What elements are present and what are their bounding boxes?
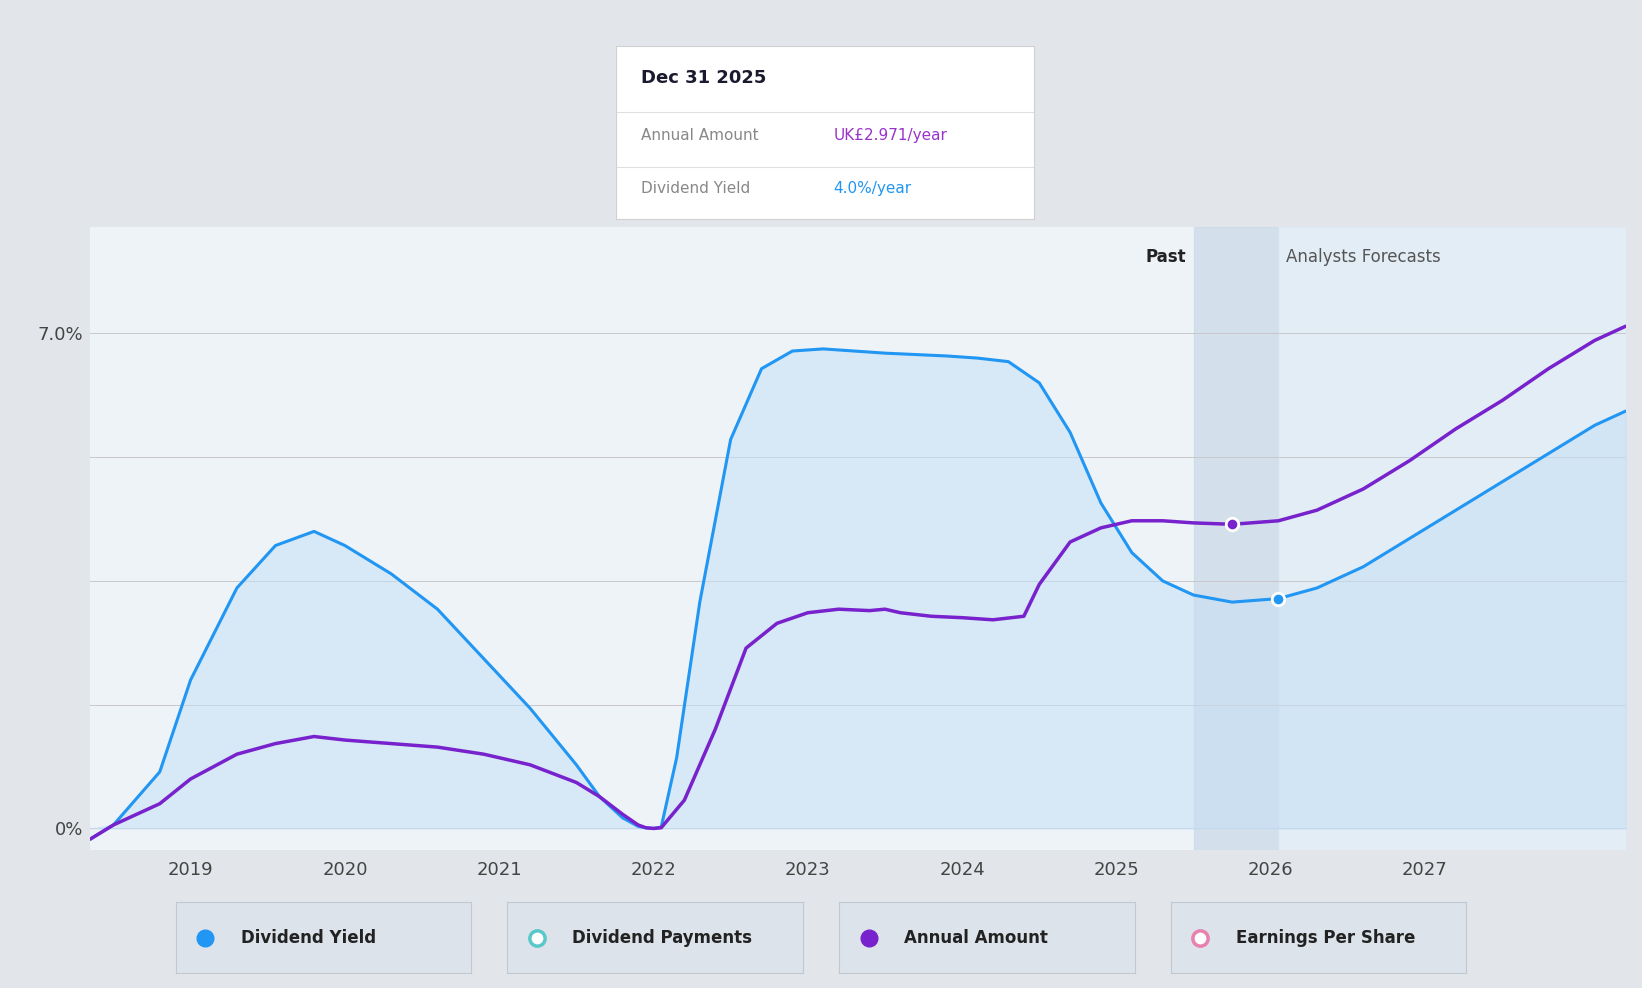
Text: Annual Amount: Annual Amount	[905, 929, 1048, 947]
Text: Past: Past	[1144, 248, 1186, 267]
Text: Dividend Yield: Dividend Yield	[241, 929, 376, 947]
Bar	[1279, 227, 1626, 850]
Text: UK£2.971/year: UK£2.971/year	[834, 127, 947, 142]
Text: Earnings Per Share: Earnings Per Share	[1236, 929, 1415, 947]
Bar	[1194, 227, 1279, 850]
Text: Dividend Yield: Dividend Yield	[640, 182, 750, 197]
Text: Dividend Payments: Dividend Payments	[573, 929, 752, 947]
Text: Annual Amount: Annual Amount	[640, 127, 759, 142]
Text: Dec 31 2025: Dec 31 2025	[640, 69, 767, 87]
Text: 4.0%/year: 4.0%/year	[834, 182, 911, 197]
Text: Analysts Forecasts: Analysts Forecasts	[1286, 248, 1442, 267]
